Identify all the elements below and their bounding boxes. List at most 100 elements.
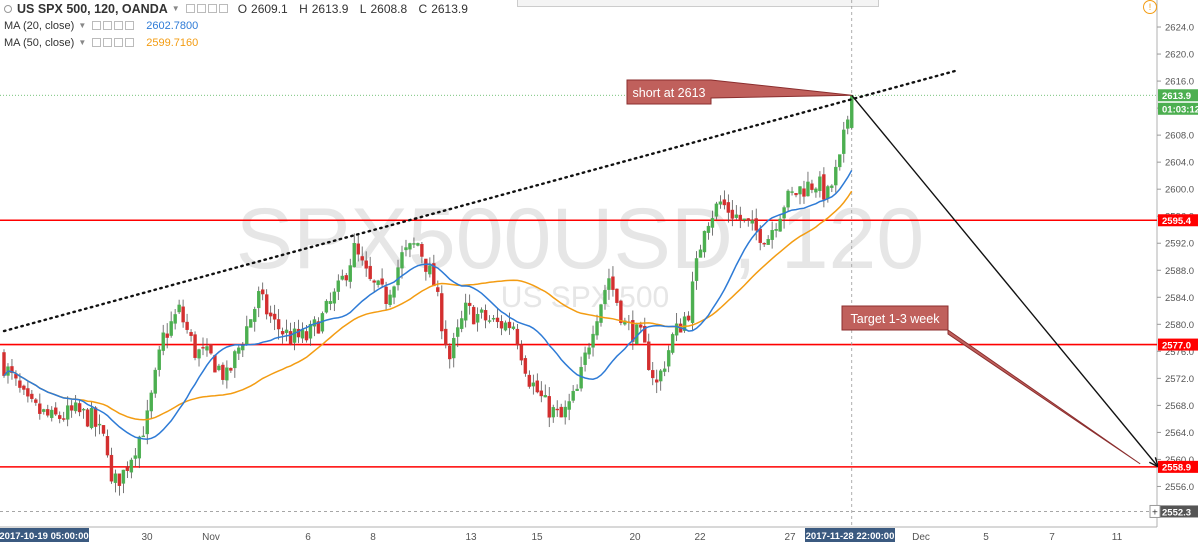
candle-body — [662, 368, 667, 372]
candle-body — [826, 186, 830, 199]
settings-icon[interactable] — [103, 38, 113, 47]
candle-body — [420, 243, 424, 257]
top-tab-handle[interactable] — [517, 0, 879, 7]
price-label-box — [1158, 338, 1198, 351]
candle-body — [400, 252, 404, 269]
candle-body — [551, 407, 555, 418]
candle-body — [519, 344, 524, 361]
price-label-box — [1158, 89, 1198, 102]
candle-body — [479, 309, 484, 313]
candle-body — [575, 388, 579, 391]
close-icon[interactable] — [125, 21, 135, 30]
add-icon[interactable] — [114, 38, 124, 47]
ma50-label: MA (50, close) — [4, 36, 75, 49]
candle-body — [296, 328, 301, 338]
candle-body — [722, 199, 727, 206]
short-callout[interactable] — [626, 79, 852, 105]
candle-body — [65, 405, 70, 420]
legend-symbol-row: US SPX 500, 120, OANDA ▼ O 2609.1 H 2613.9… — [4, 0, 476, 17]
candle-body — [360, 256, 364, 261]
candle-body — [34, 399, 38, 403]
candle-body — [149, 392, 153, 412]
candle-body — [790, 191, 794, 193]
candle-body — [356, 243, 360, 255]
candle-body — [428, 265, 432, 275]
close-icon[interactable] — [218, 4, 228, 13]
candle-body — [487, 320, 492, 322]
candle-body — [746, 218, 750, 221]
time-label-box — [0, 528, 89, 542]
candle-body — [666, 350, 671, 367]
candle-body — [308, 323, 313, 339]
candle-body — [404, 247, 408, 251]
candle-body — [762, 242, 766, 245]
y-tick-label: 2604.0 — [1165, 158, 1194, 169]
add-price-button[interactable] — [1149, 504, 1161, 518]
candle-body — [10, 366, 14, 374]
candle-body — [559, 406, 563, 418]
x-tick-label: 8 — [370, 532, 376, 543]
candle-body — [774, 229, 778, 231]
candle-body — [452, 338, 456, 359]
ohlc-readout: O 2609.1 H 2613.9 L 2608.8 C 2613.9 — [238, 2, 476, 16]
candle-body — [766, 239, 770, 245]
dropdown-icon[interactable]: ▼ — [171, 4, 180, 13]
settings-icon[interactable] — [196, 4, 206, 13]
candle-body — [694, 258, 699, 281]
candle-body — [686, 315, 691, 321]
candle-body — [822, 174, 826, 200]
candle-body — [471, 306, 476, 325]
alert-icon[interactable]: ! — [1143, 0, 1157, 14]
trend-line[interactable] — [2, 69, 957, 333]
eye-icon[interactable] — [185, 4, 195, 13]
candle-body — [396, 267, 400, 286]
candle-body — [659, 370, 663, 382]
ma50-value: 2599.7160 — [146, 36, 199, 49]
candle-body — [539, 390, 543, 397]
candle-body — [408, 243, 412, 250]
add-icon[interactable] — [114, 21, 124, 30]
y-tick-label: 2600.0 — [1165, 185, 1194, 196]
dropdown-icon[interactable]: ▼ — [78, 21, 87, 30]
candle-body — [491, 318, 496, 320]
candle-body — [734, 214, 739, 218]
projection-arrow-line[interactable] — [851, 94, 1159, 468]
target-callout[interactable] — [841, 305, 1141, 465]
candle-body — [284, 329, 289, 334]
candle-body — [50, 409, 54, 418]
candle-body — [583, 352, 587, 365]
add-icon[interactable] — [207, 4, 217, 13]
candle-body — [456, 327, 460, 337]
candle-body — [555, 408, 559, 411]
candle-body — [177, 304, 181, 313]
x-tick-label: 15 — [531, 532, 543, 543]
candle-body — [300, 329, 305, 339]
y-tick-label: 2568.0 — [1165, 401, 1194, 412]
y-tick-label: 2624.0 — [1165, 23, 1194, 34]
candle-body — [475, 313, 480, 323]
candle-body — [718, 201, 723, 205]
candle-body — [229, 367, 233, 371]
ma20-line[interactable] — [3, 170, 853, 440]
candle-body — [205, 346, 209, 351]
candle-body — [503, 322, 508, 331]
candle-body — [137, 436, 142, 459]
candle-body — [101, 425, 106, 434]
candle-body — [261, 289, 265, 295]
candle-body — [324, 300, 329, 313]
eye-icon[interactable] — [92, 21, 102, 30]
candle-body — [69, 405, 74, 411]
eye-icon[interactable] — [92, 38, 102, 47]
close-icon[interactable] — [125, 38, 135, 47]
candle-body — [770, 230, 774, 240]
candle-body — [97, 423, 102, 426]
candle-body — [444, 328, 448, 346]
ma50-line[interactable] — [3, 190, 853, 421]
candle-body — [73, 402, 78, 412]
settings-icon[interactable] — [103, 21, 113, 30]
candle-body — [133, 455, 138, 459]
candle-body — [806, 181, 810, 197]
dropdown-icon[interactable]: ▼ — [78, 38, 87, 47]
